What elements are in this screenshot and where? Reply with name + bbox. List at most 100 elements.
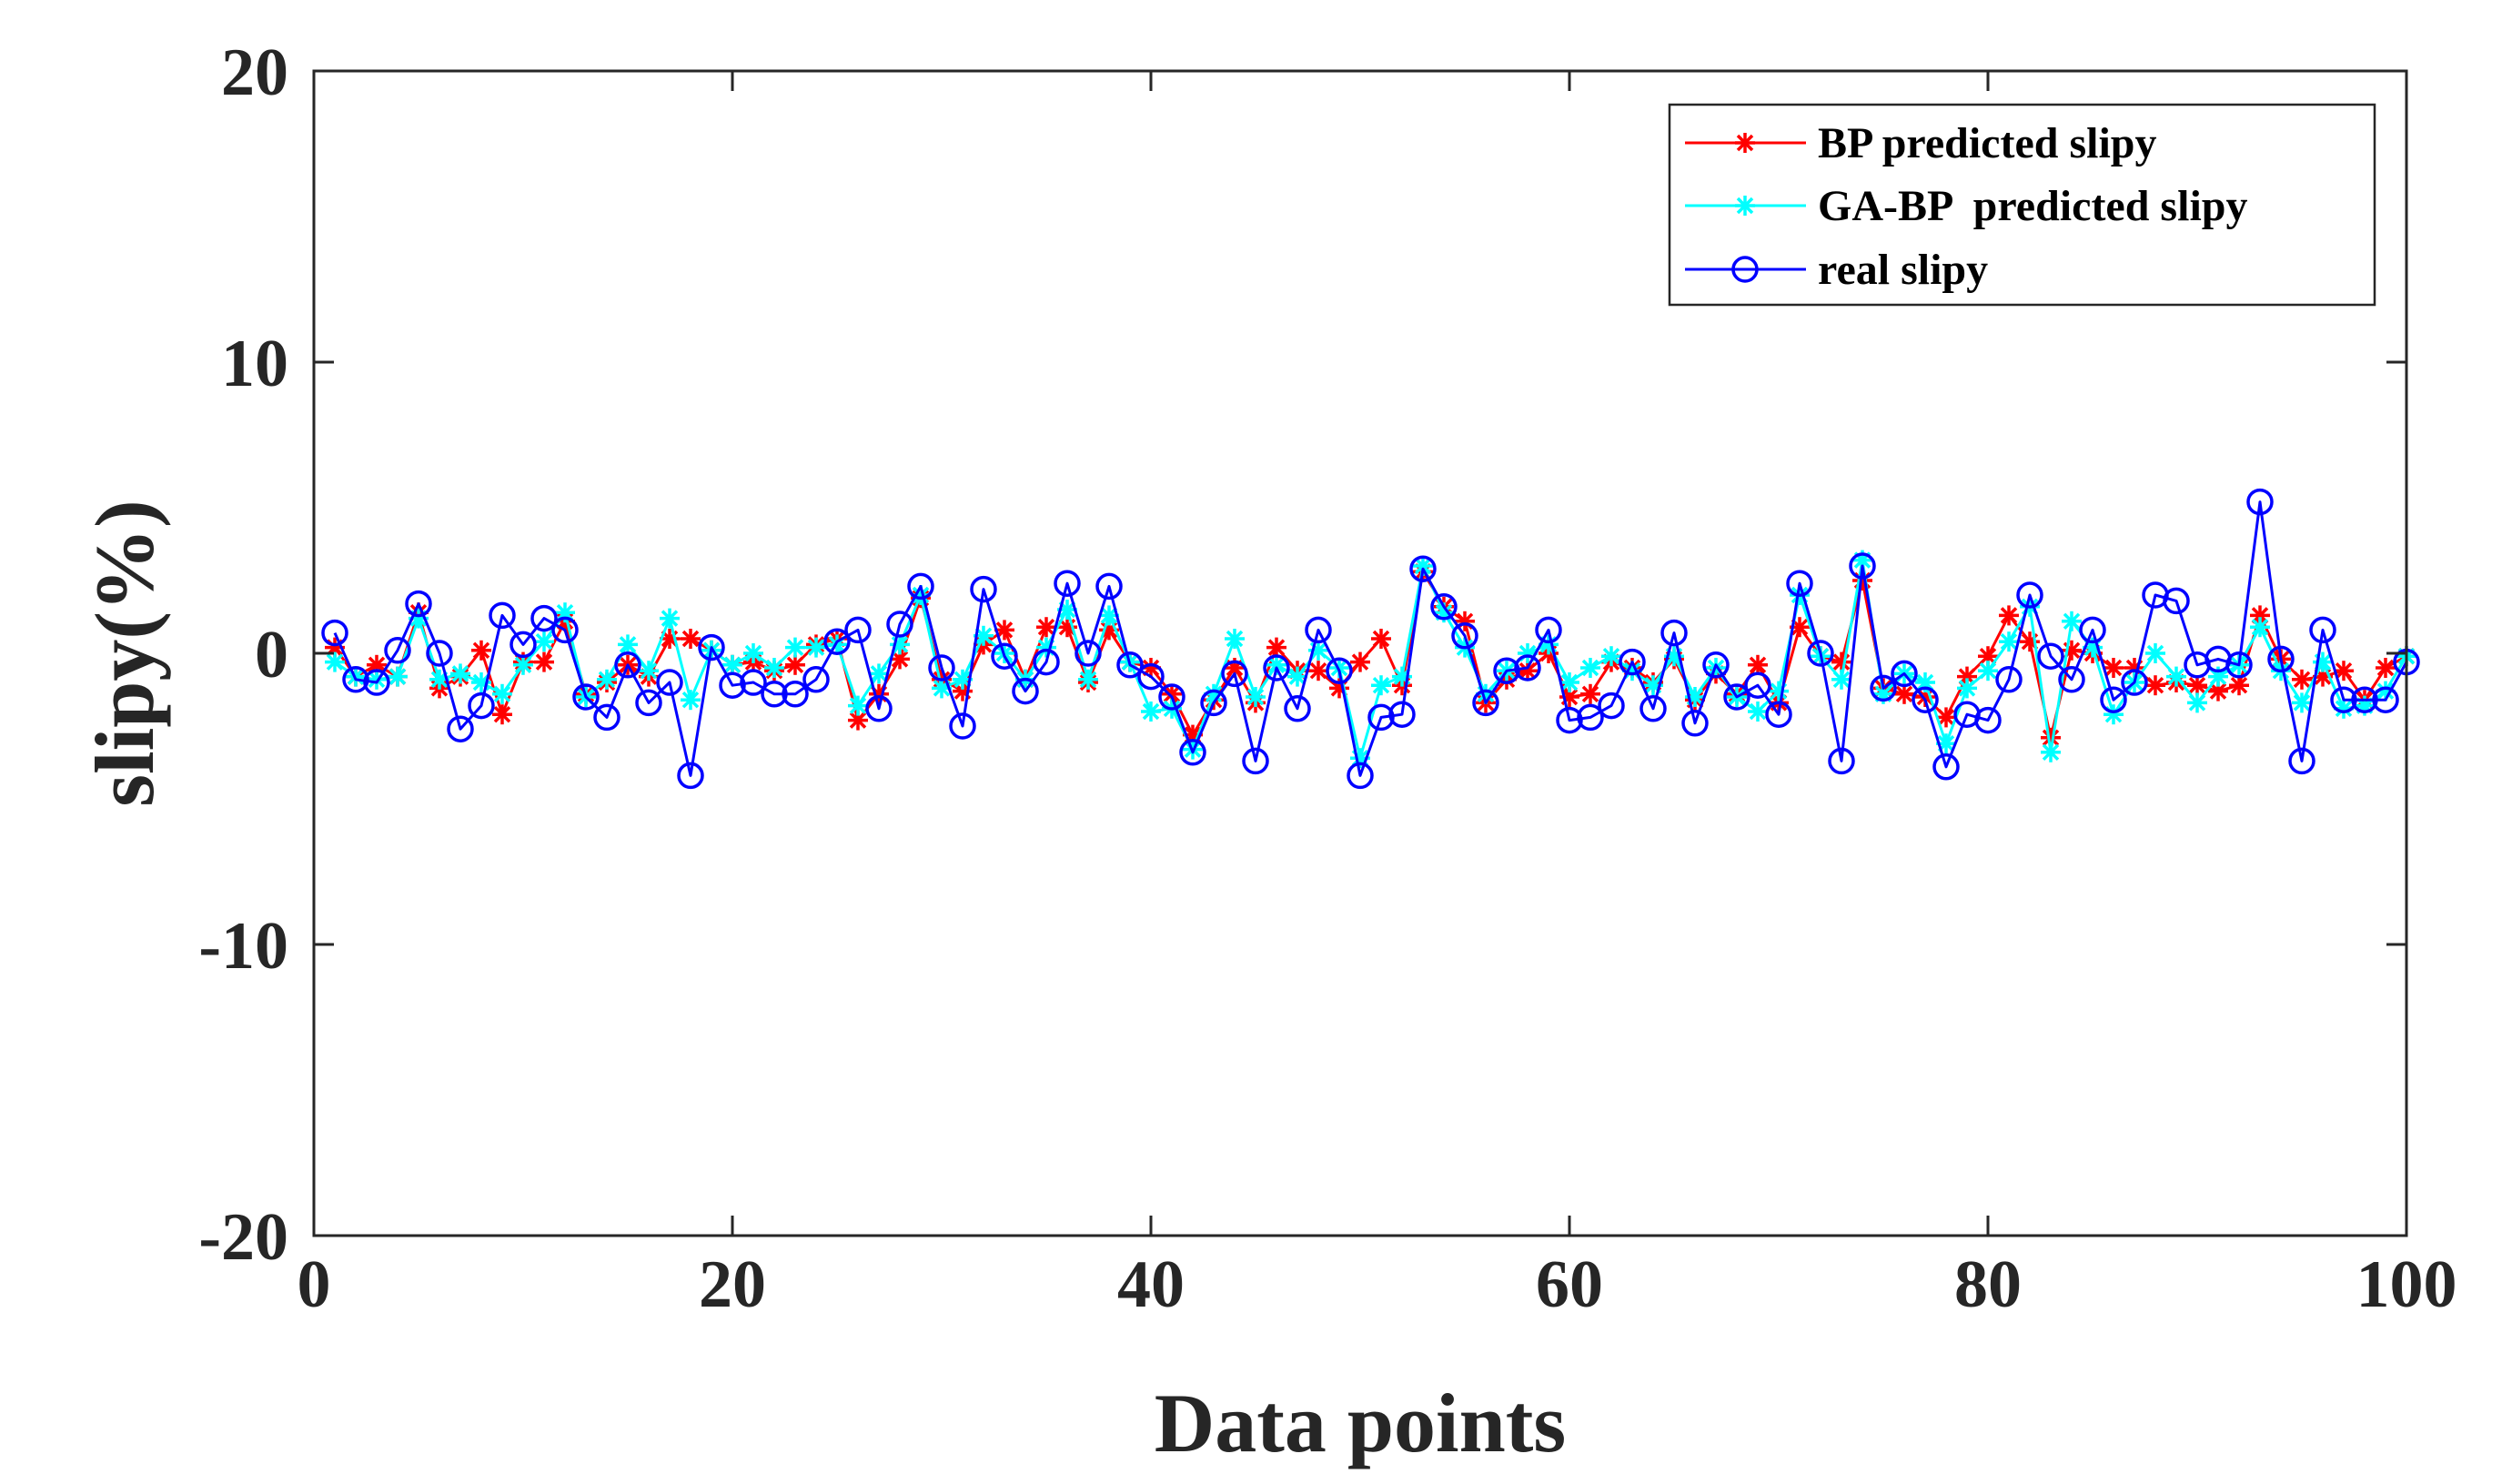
data-point-gabp [618,634,638,655]
data-point-real [698,633,725,661]
data-point-gabp [1287,666,1307,687]
data-point-bp [2229,675,2249,696]
data-point-gabp [1915,672,1935,692]
data-point-real [2330,686,2357,713]
data-point-real [384,637,411,664]
data-point-gabp [660,608,680,629]
data-point-real [1974,706,2002,734]
data-point-gabp [2292,692,2312,713]
data-point-real [2309,616,2336,644]
data-point-real [1116,651,1144,679]
x-tick-label: 40 [1117,1247,1185,1322]
data-point-real [1912,686,1939,713]
legend-entry-bp: BP predicted slipy [1685,119,2157,167]
data-point-real [1221,660,1248,688]
data-point-real [1744,671,1771,699]
data-point-bp [534,651,554,672]
data-point-bp [785,654,805,675]
data-point-gabp [597,669,617,690]
data-point-real [1054,570,1081,597]
data-point-real [1619,648,1646,676]
data-point-real [656,669,683,696]
data-point-gabp [492,683,512,704]
data-point-gabp [534,631,554,652]
data-point-gabp [1246,687,1266,707]
data-point-real [342,666,369,693]
data-point-real [928,654,955,681]
data-point-real [1472,689,1499,717]
data-point-gabp [2145,643,2165,663]
data-point-real [1807,640,1834,667]
legend-marker-bp-asterisk-icon [1735,133,1755,153]
data-point-gabp [2250,617,2270,638]
legend-label-real: real slipy [1818,246,1988,294]
data-point-gabp [1580,658,1600,678]
data-point-real [489,601,516,630]
data-point-real [865,695,893,722]
data-point-real [2079,616,2106,644]
data-point-real [1870,674,1897,702]
data-point-real [509,631,537,659]
data-point-gabp [806,637,826,658]
data-point-gabp [1601,646,1621,667]
data-point-real [970,575,997,603]
data-point-real [1033,648,1060,676]
data-point-gabp [2166,666,2186,687]
data-point-real [782,681,809,708]
legend-label-bp: BP predicted slipy [1818,119,2157,167]
data-point-real [1995,666,2023,693]
data-point-real [1200,689,1227,717]
data-point-gabp [2062,611,2082,631]
legend-marker-real-circle-icon [1731,256,1759,283]
legend-marker-gabp-asterisk-icon [1735,196,1755,216]
data-point-real [572,683,600,711]
data-point-real [1891,660,1918,688]
data-point-real [1660,619,1688,647]
data-point-real [949,712,976,740]
data-point-real [1493,657,1520,684]
data-point-real [1430,593,1458,621]
data-point-gabp [450,663,470,684]
data-point-gabp [1141,702,1161,722]
x-axis-label: Data points [1155,1377,1566,1469]
data-point-real [468,692,495,720]
data-point-real [1535,616,1562,644]
data-point-real [1765,701,1792,728]
data-point-gabp [869,663,889,684]
data-point-real [530,604,558,632]
data-point-real [2058,666,2085,693]
data-point-real [593,703,620,732]
data-point-real [1074,640,1102,667]
data-point-real [719,671,746,699]
data-point-real [1451,622,1478,650]
data-point-real [1932,753,1960,781]
data-point-real [2163,587,2190,615]
data-point-real [1577,703,1604,732]
series-layer [321,488,2420,790]
data-point-real [1347,762,1374,790]
y-axis-label: slipy(%) [78,500,171,806]
data-point-real [2288,747,2315,775]
x-tick-label: 100 [2356,1247,2457,1322]
data-point-real [2100,686,2127,713]
data-point-bp [2187,675,2207,696]
data-point-real [677,762,704,790]
y-tick-label: 10 [221,327,288,401]
data-point-real [614,651,641,679]
data-point-real [844,616,872,644]
series-real [321,488,2420,790]
x-tick-label: 0 [298,1247,331,1322]
data-point-real [1263,654,1290,681]
x-tick-label: 20 [699,1247,766,1322]
data-point-bp [2334,661,2354,681]
data-point-real [1681,710,1709,737]
data-point-real [1179,739,1206,766]
data-point-bp [1266,637,1286,658]
y-tick-label: 20 [221,35,288,110]
data-point-real [802,666,830,693]
data-point-bp [1748,654,1768,675]
data-point-real [1723,683,1750,711]
data-point-gabp [1957,678,1977,699]
data-point-gabp [2187,692,2207,713]
data-point-bp [492,704,512,725]
